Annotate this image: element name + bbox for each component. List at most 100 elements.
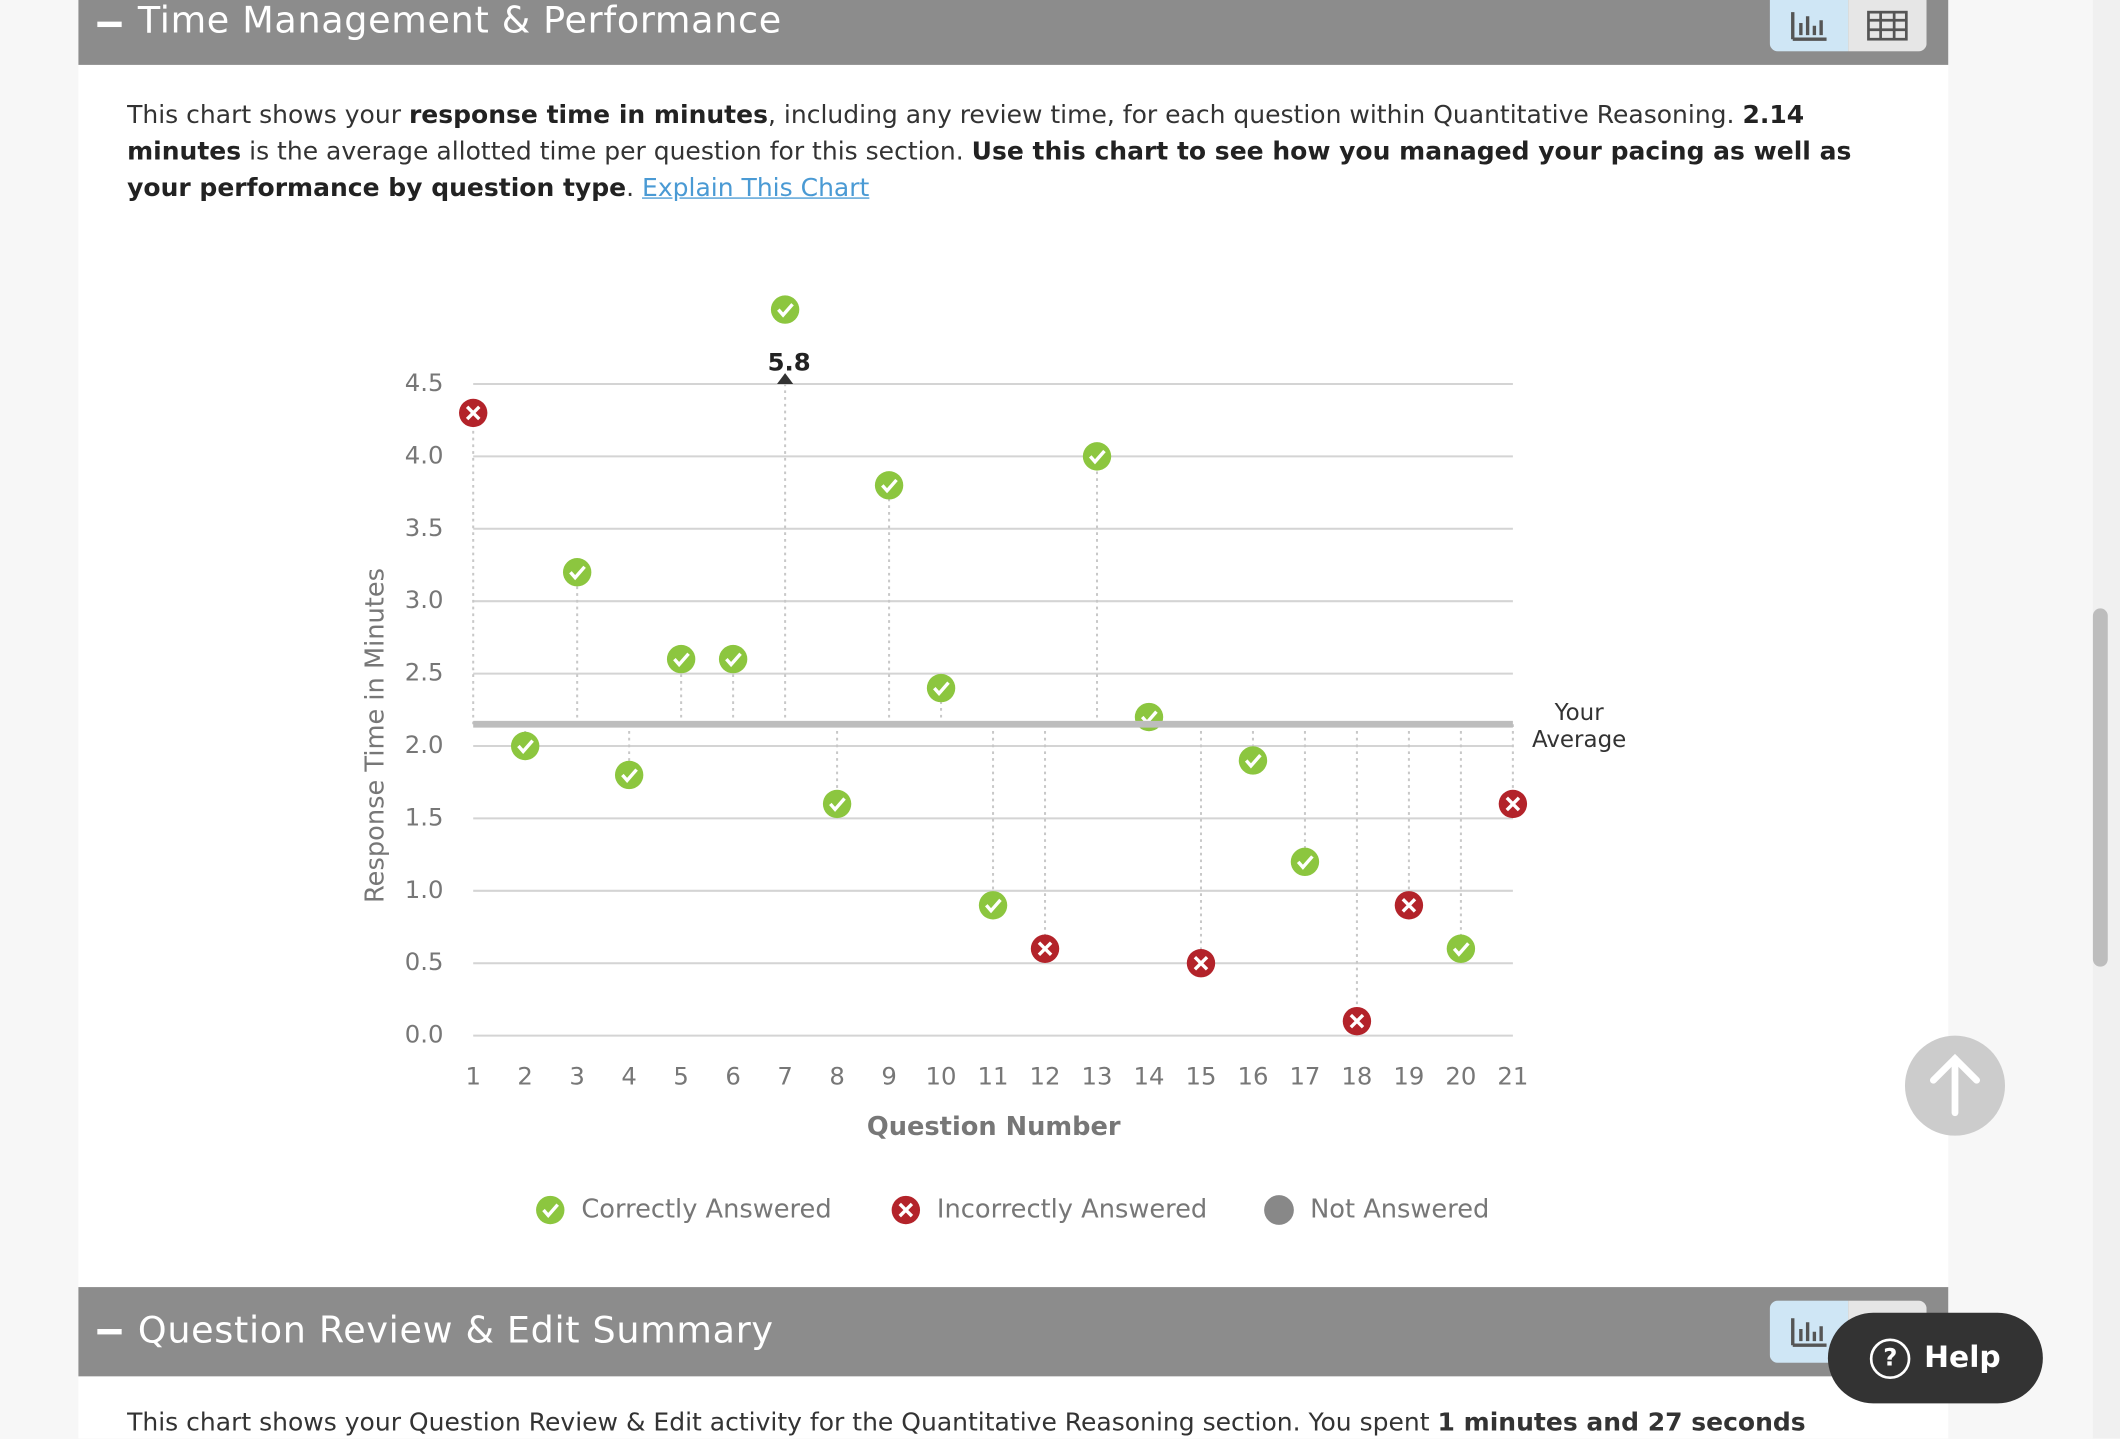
x-tick-label: 7 <box>777 1062 792 1091</box>
cross <box>1505 796 1521 812</box>
cross <box>1349 1013 1365 1029</box>
marker-circle <box>536 1195 565 1225</box>
text: . <box>626 174 643 203</box>
x-tick-label: 5 <box>673 1062 688 1091</box>
panel <box>78 1376 1949 1439</box>
legend-item: Incorrectly Answered <box>891 1195 1207 1225</box>
collapse-icon[interactable] <box>97 21 122 28</box>
text: This chart shows your <box>127 101 409 130</box>
data-point <box>822 789 852 819</box>
x-tick-label: 13 <box>1082 1062 1113 1091</box>
explain-link[interactable]: Explain This Chart <box>642 174 870 203</box>
data-point <box>562 558 592 587</box>
data-point <box>926 673 956 703</box>
check <box>517 739 534 754</box>
check <box>569 565 586 581</box>
marker-circle <box>770 295 800 324</box>
x-tick-label: 21 <box>1497 1062 1528 1091</box>
data-point <box>718 644 748 674</box>
y-tick-label: 1.0 <box>405 875 444 904</box>
data-point <box>770 295 800 384</box>
check <box>777 303 794 318</box>
table-view-button[interactable] <box>1848 0 1927 52</box>
y-tick-label: 4.5 <box>405 368 444 397</box>
y-axis-title: Response Time in Minutes <box>360 568 390 903</box>
marker-circle <box>666 644 696 674</box>
data-point <box>1446 934 1476 963</box>
x-tick-label: 3 <box>569 1062 584 1091</box>
marker-circle <box>978 891 1008 920</box>
legend-item: Correctly Answered <box>536 1195 832 1225</box>
chart-view-button[interactable] <box>1769 0 1849 52</box>
x-tick-label: 9 <box>881 1062 896 1091</box>
check <box>542 1203 559 1219</box>
chart-icon <box>1791 1318 1827 1347</box>
chart-icon <box>1791 12 1827 41</box>
section-text: This chart shows your Question Review & … <box>127 1409 1806 1437</box>
marker-circle <box>1238 746 1268 775</box>
section-header[interactable]: Question Review & Edit Summary <box>78 1287 1949 1377</box>
chart: 0.00.51.01.52.02.53.03.54.04.51 2 3 4 5 6 7 8 9 1… <box>360 295 1626 1225</box>
marker-circle <box>510 731 540 761</box>
cross <box>1193 955 1209 971</box>
y-tick-label: 1.5 <box>405 802 444 831</box>
check <box>1296 855 1314 870</box>
y-tick-label: 3.5 <box>405 513 444 542</box>
check <box>881 478 898 494</box>
marker-circle <box>562 558 592 587</box>
data-point <box>874 471 904 500</box>
scrollbar-thumb[interactable] <box>2092 608 2108 967</box>
data-point <box>666 644 696 674</box>
data-point <box>1498 789 1528 819</box>
data-point <box>1082 442 1112 471</box>
check <box>621 768 638 783</box>
text: is the average allotted time per questio… <box>241 137 972 167</box>
average-label: Your <box>1554 700 1605 726</box>
x-tick-label: 19 <box>1393 1062 1424 1091</box>
check <box>985 898 1002 914</box>
check <box>933 681 950 697</box>
cross <box>465 405 481 421</box>
data-point <box>510 731 540 761</box>
scroll-top-button[interactable] <box>1904 1034 2007 1137</box>
help-icon: ? <box>1870 1337 1911 1379</box>
help-button[interactable]: ? Help <box>1827 1312 2043 1404</box>
help-label: Help <box>1924 1341 2001 1375</box>
x-tick-label: 14 <box>1134 1062 1165 1091</box>
collapse-icon[interactable] <box>97 1329 122 1335</box>
x-tick-label: 8 <box>829 1062 844 1091</box>
cross <box>1401 898 1417 913</box>
y-tick-label: 2.0 <box>405 730 444 759</box>
text: 1 minutes and 27 seconds <box>1437 1408 1806 1438</box>
average-label: Average <box>1532 727 1626 753</box>
section-title: Question Review & Edit Summary <box>137 1310 774 1352</box>
x-tick-label: 10 <box>926 1062 957 1091</box>
cross <box>898 1202 914 1218</box>
text: 2.14 minutes <box>127 101 1805 167</box>
x-tick-label: 17 <box>1289 1062 1320 1091</box>
y-tick-label: 4.0 <box>405 440 444 469</box>
x-tick-label: 11 <box>978 1062 1009 1091</box>
overflow-arrow <box>776 373 794 384</box>
marker-circle <box>1290 847 1320 877</box>
description: This chart shows your response time in m… <box>127 97 1912 207</box>
data-point <box>978 891 1008 920</box>
view-toggle <box>1769 0 1927 52</box>
text: Use this chart to see how you managed yo… <box>127 137 1852 203</box>
x-tick-label: 6 <box>725 1062 740 1091</box>
y-tick-label: 3.0 <box>405 585 444 614</box>
data-point <box>1290 847 1320 877</box>
check <box>829 797 846 812</box>
section-header[interactable]: Time Management & Performance <box>78 0 1949 65</box>
marker-circle <box>1082 442 1112 471</box>
marker-circle <box>718 644 748 674</box>
legend-label: Correctly Answered <box>581 1195 831 1225</box>
check <box>1088 449 1106 465</box>
x-tick-label: 12 <box>1030 1062 1061 1091</box>
legend-marker <box>1264 1195 1294 1225</box>
table-icon <box>1867 10 1908 41</box>
data-point <box>1394 891 1424 920</box>
panel <box>78 0 1949 1288</box>
